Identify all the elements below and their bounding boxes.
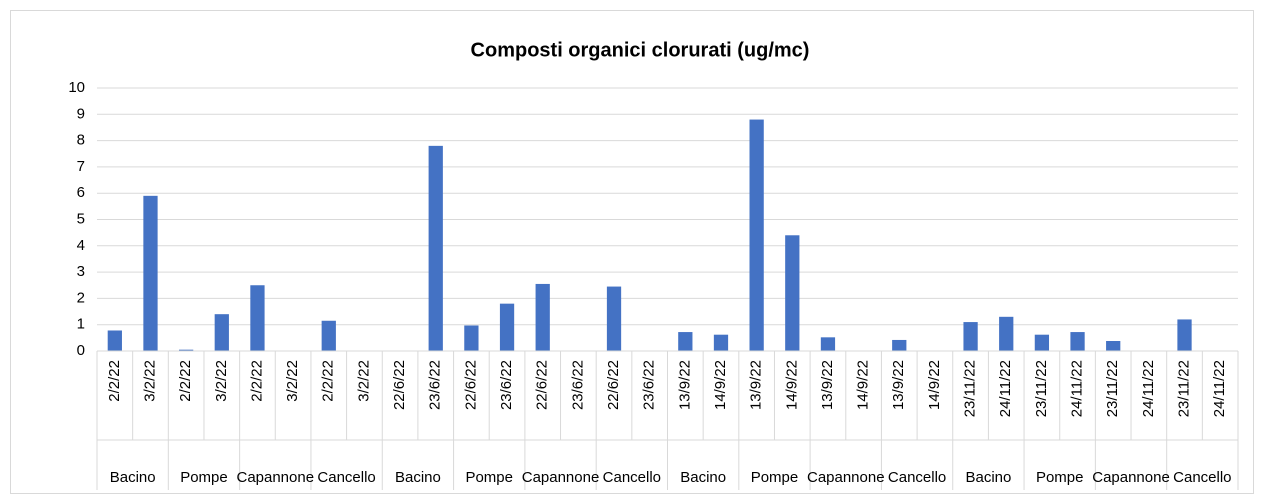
- x-tick-label: 3/2/22: [141, 360, 158, 402]
- y-tick-label: 3: [77, 263, 85, 280]
- group-label: Cancello: [603, 469, 661, 486]
- group-label: Pompe: [1036, 469, 1084, 486]
- x-tick-label: 23/6/22: [569, 360, 586, 410]
- group-label: Capannone: [1092, 469, 1170, 486]
- x-tick-label: 23/11/22: [1175, 360, 1192, 417]
- y-tick-label: 2: [77, 289, 85, 306]
- bar: [464, 325, 479, 351]
- x-tick-label: 24/11/22: [1140, 360, 1157, 417]
- x-tick-label: 3/2/22: [355, 360, 372, 402]
- y-tick-label: 0: [77, 342, 85, 359]
- bar: [535, 283, 550, 351]
- x-tick-label: 23/6/22: [427, 360, 444, 410]
- x-tick-label: 2/2/22: [248, 360, 265, 402]
- group-label: Bacino: [680, 469, 726, 486]
- bar: [713, 334, 729, 351]
- x-tick-label: 2/2/22: [106, 360, 123, 402]
- group-label: Pompe: [465, 469, 513, 486]
- x-tick-label: 14/9/22: [926, 360, 943, 410]
- group-label: Cancello: [888, 469, 946, 486]
- x-tick-label: 24/11/22: [1211, 360, 1228, 417]
- bar: [999, 316, 1014, 351]
- x-tick-label: 23/6/22: [641, 360, 658, 410]
- x-tick-label: 24/11/22: [1069, 360, 1086, 417]
- x-tick-label: 13/9/22: [748, 360, 765, 410]
- x-tick-label: 23/11/22: [962, 360, 979, 417]
- bar: [1177, 319, 1192, 351]
- x-tick-label: 13/9/22: [890, 360, 907, 410]
- bar: [820, 337, 836, 351]
- y-tick-label: 5: [77, 210, 85, 227]
- group-label: Capannone: [236, 469, 314, 486]
- group-label: Cancello: [1173, 469, 1231, 486]
- bar: [1034, 334, 1050, 351]
- group-label: Bacino: [965, 469, 1011, 486]
- y-tick-label: 10: [68, 79, 85, 96]
- bar: [499, 303, 515, 351]
- x-tick-label: 22/6/22: [462, 360, 479, 410]
- bar: [749, 119, 764, 351]
- bar: [606, 286, 622, 351]
- x-tick-label: 22/6/22: [534, 360, 551, 410]
- x-tick-label: 13/9/22: [676, 360, 693, 410]
- x-tick-label: 3/2/22: [284, 360, 301, 402]
- y-tick-label: 8: [77, 132, 85, 149]
- y-tick-label: 9: [77, 105, 85, 122]
- group-label: Pompe: [751, 469, 799, 486]
- group-label: Bacino: [395, 469, 441, 486]
- bar: [214, 314, 229, 351]
- x-tick-label: 13/9/22: [819, 360, 836, 410]
- x-tick-label: 3/2/22: [213, 360, 230, 402]
- bar: [250, 285, 265, 351]
- x-tick-label: 2/2/22: [177, 360, 194, 402]
- group-label: Cancello: [317, 469, 375, 486]
- bar: [107, 330, 122, 351]
- bar: [179, 349, 194, 351]
- bar: [785, 235, 800, 351]
- bar: [963, 322, 978, 351]
- group-label: Bacino: [110, 469, 156, 486]
- chart-title: Composti organici clorurati (ug/mc): [471, 39, 810, 61]
- x-tick-label: 23/11/22: [1104, 360, 1121, 417]
- bar: [678, 332, 693, 351]
- bar: [143, 195, 158, 351]
- group-label: Capannone: [522, 469, 600, 486]
- x-tick-label: 23/11/22: [1033, 360, 1050, 417]
- y-tick-label: 6: [77, 184, 85, 201]
- bar: [892, 339, 907, 351]
- x-tick-label: 22/6/22: [391, 360, 408, 410]
- bar: [1070, 332, 1085, 351]
- x-tick-label: 24/11/22: [997, 360, 1014, 417]
- bar: [1106, 341, 1121, 351]
- y-tick-label: 7: [77, 158, 85, 175]
- group-label: Capannone: [807, 469, 885, 486]
- x-tick-label: 22/6/22: [605, 360, 622, 410]
- x-tick-label: 14/9/22: [712, 360, 729, 410]
- group-label: Pompe: [180, 469, 228, 486]
- bar: [428, 145, 443, 351]
- bar: [321, 320, 336, 351]
- x-tick-label: 14/9/22: [783, 360, 800, 410]
- x-tick-label: 14/9/22: [855, 360, 872, 410]
- y-tick-label: 4: [77, 237, 85, 254]
- y-tick-label: 1: [77, 316, 85, 333]
- x-tick-label: 23/6/22: [498, 360, 515, 410]
- x-tick-label: 2/2/22: [320, 360, 337, 402]
